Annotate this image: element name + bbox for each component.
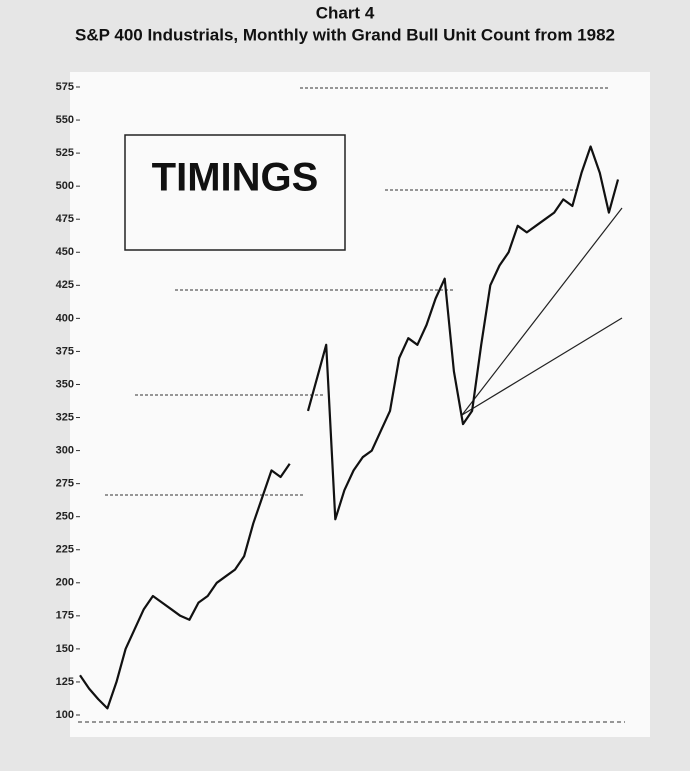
y-tick-label: 525: [56, 147, 74, 159]
y-tick-label: 350: [56, 378, 74, 390]
y-tick-label: 200: [56, 577, 74, 589]
y-tick-label: 125: [56, 676, 74, 688]
y-tick-label: 400: [56, 312, 74, 324]
series-line: [79, 145, 620, 710]
logo: TIMINGS: [152, 156, 319, 200]
y-tick-label: 475: [56, 213, 74, 225]
y-tick-label: 175: [56, 610, 74, 622]
y-tick-label: 275: [56, 478, 74, 490]
chart-title: Chart 4: [316, 3, 375, 22]
y-tick-label: 325: [56, 411, 74, 423]
y-tick-label: 550: [56, 114, 74, 126]
trend-line: [461, 317, 623, 416]
y-tick-label: 250: [56, 511, 74, 523]
y-tick-label: 300: [56, 444, 74, 456]
chart-subtitle: S&P 400 Industrials, Monthly with Grand …: [75, 25, 615, 44]
y-tick-label: 500: [56, 180, 74, 192]
y-tick-label: 225: [56, 544, 74, 556]
y-tick-label: 450: [56, 246, 74, 258]
y-tick-label: 575: [56, 81, 74, 93]
y-tick-label: 425: [56, 279, 74, 291]
trend-line: [461, 207, 623, 416]
y-tick-label: 100: [56, 709, 74, 721]
y-tick-label: 150: [56, 643, 74, 655]
y-tick-label: 375: [56, 345, 74, 357]
logo-box: [124, 134, 346, 251]
plot-area: [70, 72, 650, 737]
